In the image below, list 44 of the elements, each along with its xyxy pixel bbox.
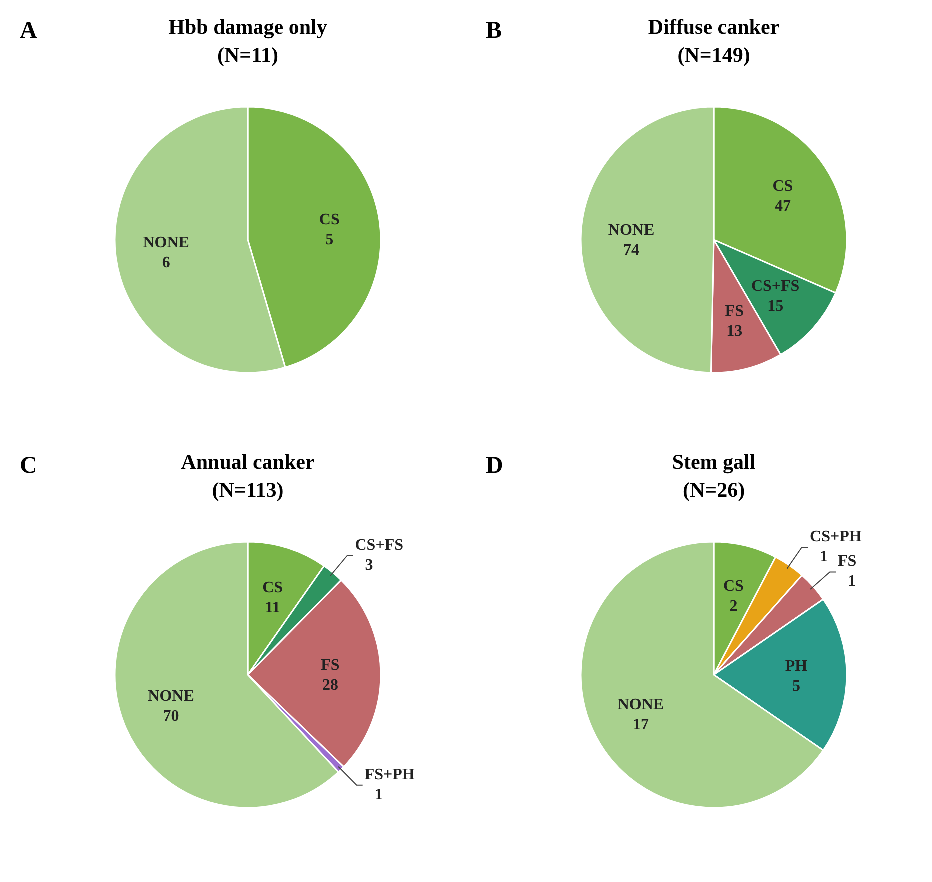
slice-label: NONE — [608, 222, 655, 240]
data-label: 15 — [768, 298, 784, 315]
chart-title: Hbb damage only — [168, 15, 328, 39]
data-label: 47 — [774, 198, 791, 215]
text: B — [486, 18, 502, 44]
chart-title: Annual canker — [181, 450, 315, 474]
slice-label: PH — [785, 658, 808, 675]
data-label: 70 — [163, 708, 180, 726]
data-label: 28 — [322, 676, 338, 694]
data-label: 6 — [162, 254, 170, 272]
data-label: 5 — [792, 678, 800, 695]
slice-label: FS+PH — [364, 766, 416, 784]
slice-label: CS+FS — [355, 536, 404, 554]
chart-subtitle: (N=149) — [678, 43, 750, 67]
slice-label: CS — [262, 579, 284, 596]
chart-subtitle: (N=113) — [212, 478, 284, 502]
data-label: 11 — [265, 599, 280, 616]
data-label: 1 — [374, 786, 383, 804]
data-label: 3 — [365, 556, 374, 574]
text: C — [20, 453, 38, 479]
data-label: 1 — [848, 573, 856, 590]
chart-subtitle: (N=26) — [682, 478, 746, 502]
text: A — [20, 18, 38, 44]
chart-title: Stem gall — [672, 450, 756, 474]
slice-label: CS — [772, 178, 794, 195]
slice-label: NONE — [143, 234, 190, 252]
data-label: 17 — [632, 716, 649, 734]
slice-label: CS+PH — [810, 528, 862, 546]
slice-label: CS — [319, 211, 340, 228]
data-label: 74 — [624, 242, 640, 260]
slice-label: NONE — [148, 688, 194, 706]
data-label: 13 — [726, 322, 743, 340]
slice-label: FS — [838, 553, 857, 570]
slice-label: CS — [724, 578, 744, 595]
data-label: 5 — [326, 231, 334, 248]
slice-label: FS — [725, 302, 744, 320]
chart-title: Diffuse canker — [648, 15, 780, 39]
chart-subtitle: (N=11) — [218, 43, 278, 67]
text: D — [486, 453, 504, 479]
slice-label: NONE — [618, 696, 664, 714]
data-label: 2 — [730, 598, 738, 615]
slice-label: FS — [321, 656, 340, 674]
slice-label: CS+FS — [751, 278, 800, 295]
data-label: 1 — [820, 548, 828, 566]
